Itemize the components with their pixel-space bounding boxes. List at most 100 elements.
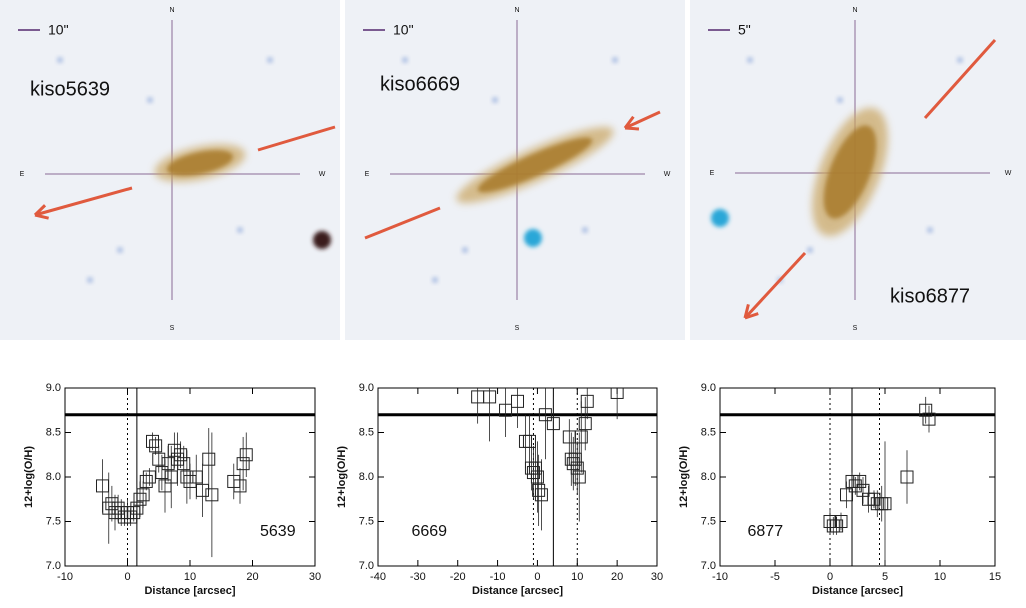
data-point bbox=[823, 515, 837, 528]
image-panel: 10" kiso5639 N S E W bbox=[0, 0, 340, 340]
data-point bbox=[530, 470, 544, 484]
direction-line bbox=[624, 110, 661, 130]
background-star bbox=[402, 57, 408, 63]
galaxy-label: kiso5639 bbox=[30, 78, 110, 100]
compass-label: E bbox=[20, 171, 25, 178]
data-point bbox=[532, 483, 546, 497]
background-star bbox=[267, 57, 273, 63]
background-star bbox=[57, 57, 63, 63]
data-point bbox=[483, 390, 497, 404]
x-tick-label: -10 bbox=[712, 571, 728, 583]
compass-label: N bbox=[169, 7, 174, 14]
data-point bbox=[202, 452, 216, 466]
y-tick-label: 9.0 bbox=[359, 382, 374, 394]
data-point bbox=[534, 488, 548, 502]
compass-label: S bbox=[853, 325, 858, 332]
direction-line bbox=[364, 206, 441, 240]
background-star bbox=[747, 57, 753, 63]
arrow-head bbox=[744, 312, 759, 320]
x-axis-label: Distance [arcsec] bbox=[144, 585, 235, 597]
y-tick-label: 8.5 bbox=[359, 426, 374, 438]
data-points bbox=[96, 428, 253, 558]
data-point bbox=[610, 388, 624, 399]
data-point bbox=[233, 479, 247, 493]
arrow-head bbox=[34, 213, 49, 220]
x-tick-label: 20 bbox=[246, 571, 258, 583]
arrow-head bbox=[624, 126, 640, 131]
data-point bbox=[236, 457, 250, 471]
data-point bbox=[572, 470, 586, 484]
background-star bbox=[612, 57, 618, 63]
arrow-head bbox=[33, 204, 47, 217]
y-tick-label: 9.0 bbox=[46, 382, 61, 394]
compass-label: S bbox=[515, 325, 520, 332]
background-star bbox=[957, 57, 963, 63]
data-point bbox=[840, 488, 853, 502]
x-tick-label: 20 bbox=[611, 571, 623, 583]
data-point bbox=[499, 403, 513, 417]
data-point bbox=[574, 430, 588, 444]
y-tick-label: 7.0 bbox=[359, 560, 374, 572]
y-axis-label: 12+log(O/H) bbox=[336, 446, 348, 508]
data-point bbox=[538, 408, 552, 422]
background-star bbox=[582, 227, 588, 233]
compass-label: E bbox=[365, 171, 370, 178]
y-tick-label: 8.5 bbox=[46, 426, 61, 438]
x-tick-label: 10 bbox=[184, 571, 196, 583]
data-point bbox=[580, 394, 594, 408]
y-axis-label: 12+log(O/H) bbox=[23, 446, 35, 508]
x-tick-label: 5 bbox=[882, 571, 888, 583]
background-star bbox=[927, 227, 933, 233]
y-tick-label: 7.5 bbox=[359, 515, 374, 527]
galaxy-label: kiso6877 bbox=[890, 285, 970, 307]
annotation: 5639 bbox=[260, 523, 296, 540]
data-point bbox=[205, 488, 219, 502]
bright-star bbox=[711, 209, 729, 227]
compass-label: N bbox=[852, 7, 857, 14]
data-point bbox=[867, 492, 881, 506]
y-tick-label: 8.0 bbox=[46, 471, 61, 483]
y-tick-label: 7.5 bbox=[701, 515, 716, 527]
background-star bbox=[117, 247, 123, 253]
data-point bbox=[239, 448, 253, 462]
compass-label: N bbox=[514, 7, 519, 14]
data-point bbox=[180, 470, 194, 484]
data-point bbox=[133, 492, 147, 506]
y-tick-label: 8.5 bbox=[701, 426, 716, 438]
x-tick-label: 10 bbox=[571, 571, 583, 583]
galaxy-label: kiso6669 bbox=[380, 73, 460, 95]
data-point bbox=[830, 519, 844, 533]
x-tick-label: 15 bbox=[989, 571, 1001, 583]
data-point bbox=[919, 403, 933, 417]
data-point bbox=[546, 417, 560, 431]
y-tick-label: 7.0 bbox=[701, 560, 716, 572]
background-star bbox=[807, 247, 813, 253]
data-point bbox=[845, 474, 859, 488]
x-tick-label: -5 bbox=[770, 571, 780, 583]
y-tick-label: 8.0 bbox=[701, 471, 716, 483]
x-tick-label: 30 bbox=[651, 571, 663, 583]
direction-line bbox=[257, 125, 336, 152]
data-points bbox=[471, 388, 624, 531]
data-points bbox=[823, 396, 936, 566]
image-panel: 5" kiso6877 N S E W bbox=[690, 0, 1026, 340]
data-point bbox=[834, 515, 848, 528]
x-tick-label: 10 bbox=[934, 571, 946, 583]
y-axis-label: 12+log(O/H) bbox=[678, 446, 690, 508]
background-star bbox=[147, 97, 153, 103]
compass-label: W bbox=[1005, 170, 1012, 177]
image-panel: 10" kiso6669 N S E W bbox=[345, 0, 685, 340]
data-point bbox=[149, 439, 163, 453]
x-tick-label: -30 bbox=[410, 571, 426, 583]
data-point bbox=[146, 434, 159, 448]
x-axis-label: Distance [arcsec] bbox=[812, 585, 903, 597]
compass-label: W bbox=[664, 171, 671, 178]
data-point bbox=[900, 470, 914, 484]
y-tick-label: 7.0 bbox=[46, 560, 61, 572]
data-point bbox=[136, 488, 150, 502]
y-tick-label: 9.0 bbox=[701, 382, 716, 394]
data-point bbox=[511, 394, 524, 408]
background-star bbox=[237, 227, 243, 233]
annotation: 6877 bbox=[748, 523, 784, 540]
